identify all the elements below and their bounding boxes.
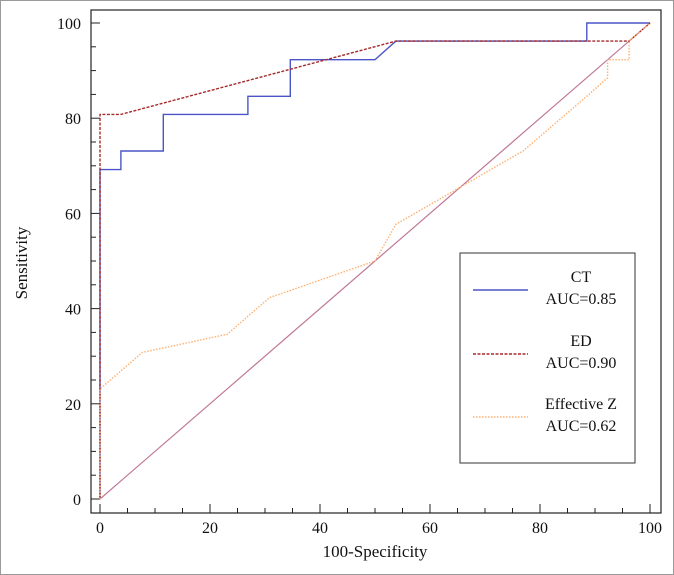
y-tick-label: 20: [65, 397, 81, 414]
x-tick-label: 60: [422, 520, 438, 537]
y-tick-label: 60: [65, 206, 81, 223]
x-tick-label: 100: [638, 520, 662, 537]
y-axis-label: Sensitivity: [12, 226, 31, 299]
y-tick-label: 80: [65, 111, 81, 128]
series-line-effective-z: [99, 22, 651, 499]
y-tick-label: 40: [65, 302, 81, 319]
x-tick-label: 0: [96, 520, 104, 537]
legend-series-name: CT: [571, 269, 592, 286]
series-group: [99, 22, 651, 499]
legend-series-name: Effective Z: [545, 396, 617, 413]
legend: CT AUC=0.85 ED AUC=0.90 Effective Z AUC=0.62: [459, 252, 636, 464]
x-tick-label: 40: [312, 520, 328, 537]
legend-auc-label: AUC=0.85: [546, 291, 617, 308]
series-line-ct: [99, 22, 650, 499]
legend-auc-label: AUC=0.62: [546, 418, 617, 435]
y-tick-label: 100: [57, 16, 81, 33]
legend-series-name: ED: [570, 333, 591, 350]
y-tick-label: 0: [73, 492, 81, 509]
legend-auc-label: AUC=0.90: [546, 355, 617, 372]
x-axis-label: 100-Specificity: [323, 542, 428, 561]
x-tick-label: 80: [532, 520, 548, 537]
axes: 0 20 40 60 80 100 0 20 40 60 80 100: [57, 9, 662, 537]
legend-box: [459, 252, 636, 464]
x-tick-label: 20: [202, 520, 218, 537]
